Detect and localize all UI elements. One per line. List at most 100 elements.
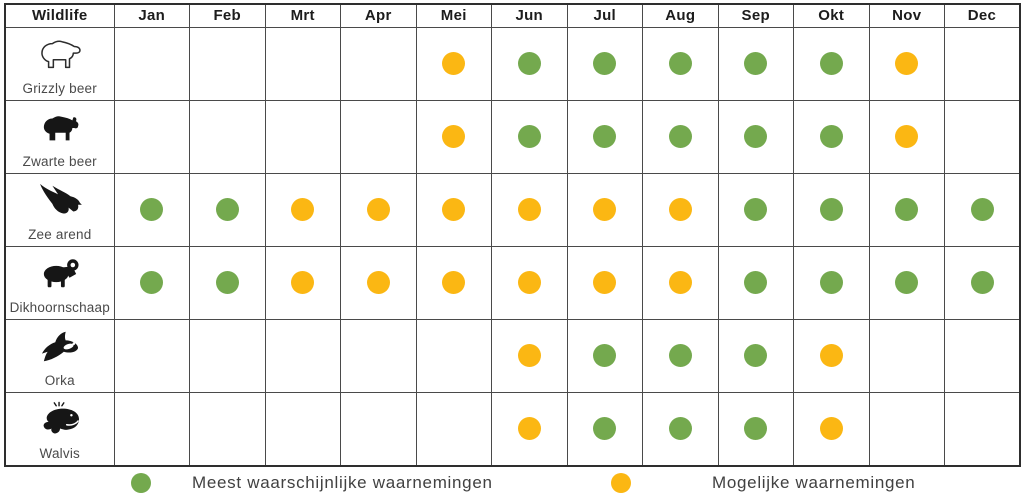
animal-label: Zee arend <box>28 227 92 243</box>
sighting-dot-likely <box>593 417 617 440</box>
animal-label: Grizzly beer <box>22 81 97 97</box>
black-bear-icon <box>36 101 84 156</box>
animal-row: Orka <box>4 318 1021 393</box>
sighting-cell <box>340 245 417 320</box>
sighting-cell <box>642 245 719 320</box>
month-header-sep: Sep <box>717 3 794 28</box>
sighting-dot-likely <box>744 344 768 367</box>
grizzly-bear-icon <box>36 28 84 83</box>
sighting-cell <box>113 245 190 320</box>
month-header-okt: Okt <box>793 3 870 28</box>
sighting-dot-likely <box>744 52 768 75</box>
month-header-mrt: Mrt <box>264 3 341 28</box>
sighting-cell <box>113 318 190 393</box>
animal-cell: Zwarte beer <box>4 99 115 174</box>
sighting-dot-possible <box>517 271 541 294</box>
sighting-cell <box>642 99 719 174</box>
sighting-cell <box>264 391 341 466</box>
sighting-dot-possible <box>442 271 466 294</box>
sighting-cell <box>944 318 1021 393</box>
sighting-dot-likely <box>895 198 919 221</box>
month-header-mei: Mei <box>415 3 492 28</box>
sighting-dot-possible <box>668 198 692 221</box>
sighting-dot-likely <box>215 198 239 221</box>
sighting-dot-possible <box>593 198 617 221</box>
sighting-cell <box>868 245 945 320</box>
sighting-cell <box>642 318 719 393</box>
sighting-cell <box>642 172 719 247</box>
sighting-dot-likely <box>593 125 617 148</box>
sighting-cell <box>113 99 190 174</box>
animal-cell: Dikhoornschaap <box>4 245 115 320</box>
legend: Meest waarschijnlijke waarnemingen Mogel… <box>0 467 1024 499</box>
sighting-cell <box>793 245 870 320</box>
animal-row: Zwarte beer <box>4 99 1021 174</box>
sighting-cell <box>642 26 719 101</box>
month-header-aug: Aug <box>642 3 719 28</box>
sighting-cell <box>868 99 945 174</box>
animal-cell: Walvis <box>4 391 115 466</box>
sighting-dot-likely <box>819 271 843 294</box>
animal-row: Grizzly beer <box>4 26 1021 101</box>
sighting-cell <box>340 172 417 247</box>
sighting-cell <box>340 318 417 393</box>
sighting-dot-possible <box>442 125 466 148</box>
orca-icon <box>36 320 84 375</box>
month-header-dec: Dec <box>944 3 1021 28</box>
sighting-cell <box>717 318 794 393</box>
possible-dot-icon <box>611 472 631 493</box>
whale-icon <box>36 393 84 448</box>
sighting-cell <box>717 391 794 466</box>
likely-dot-icon <box>131 472 151 493</box>
sighting-cell <box>566 99 643 174</box>
sighting-dot-likely <box>593 52 617 75</box>
sighting-dot-likely <box>819 125 843 148</box>
animal-cell: Orka <box>4 318 115 393</box>
sighting-dot-likely <box>668 125 692 148</box>
sighting-dot-possible <box>366 271 390 294</box>
sighting-cell <box>793 99 870 174</box>
sighting-cell <box>944 172 1021 247</box>
month-header-jun: Jun <box>491 3 568 28</box>
sighting-dot-likely <box>744 198 768 221</box>
sighting-cell <box>264 245 341 320</box>
sighting-cell <box>491 391 568 466</box>
sighting-cell <box>189 99 266 174</box>
sighting-dot-likely <box>970 271 994 294</box>
bighorn-sheep-icon <box>36 247 84 302</box>
sighting-dot-likely <box>744 271 768 294</box>
sighting-cell <box>944 245 1021 320</box>
sighting-cell <box>113 172 190 247</box>
month-header-jul: Jul <box>566 3 643 28</box>
sighting-cell <box>189 245 266 320</box>
sighting-cell <box>566 172 643 247</box>
sighting-dot-likely <box>668 52 692 75</box>
sighting-dot-likely <box>819 198 843 221</box>
sighting-dot-likely <box>593 344 617 367</box>
sighting-cell <box>189 172 266 247</box>
sighting-cell <box>415 172 492 247</box>
sighting-cell <box>264 99 341 174</box>
animal-label: Walvis <box>39 446 80 462</box>
sighting-dot-possible <box>517 344 541 367</box>
sighting-dot-possible <box>819 417 843 440</box>
sighting-dot-possible <box>517 417 541 440</box>
sighting-dot-likely <box>517 52 541 75</box>
sighting-cell <box>264 26 341 101</box>
animal-label: Dikhoornschaap <box>9 300 110 316</box>
sighting-cell <box>189 318 266 393</box>
sighting-cell <box>189 391 266 466</box>
sighting-dot-possible <box>895 52 919 75</box>
sighting-dot-possible <box>291 198 315 221</box>
sighting-dot-likely <box>668 417 692 440</box>
animal-cell: Grizzly beer <box>4 26 115 101</box>
sighting-dot-likely <box>140 198 164 221</box>
animal-row: Dikhoornschaap <box>4 245 1021 320</box>
sighting-cell <box>566 245 643 320</box>
sighting-cell <box>868 318 945 393</box>
month-header-nov: Nov <box>868 3 945 28</box>
sighting-cell <box>340 391 417 466</box>
sighting-cell <box>415 26 492 101</box>
sea-eagle-icon <box>36 174 84 229</box>
sighting-dot-likely <box>819 52 843 75</box>
